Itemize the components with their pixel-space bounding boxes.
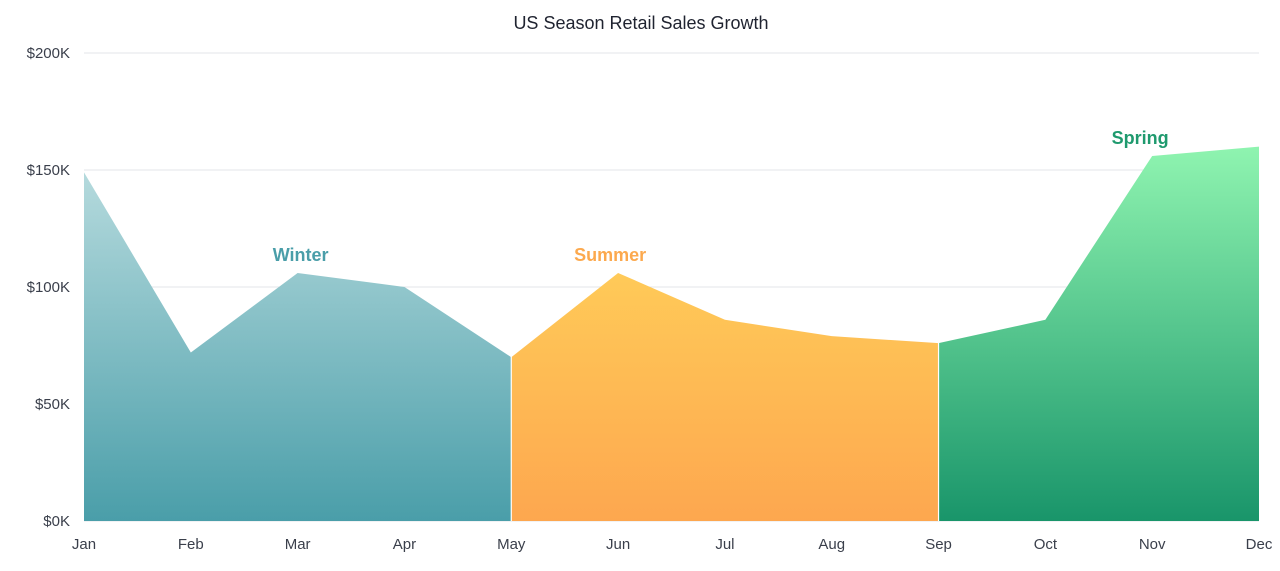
x-axis: Jan Feb Mar Apr May Jun Jul Aug Sep Oct Nov Dec [72, 536, 1273, 553]
x-tick-label: Oct [1034, 536, 1058, 553]
x-tick-label: Jun [606, 536, 630, 553]
area-spring [938, 146, 1259, 521]
area-summer [511, 272, 939, 521]
x-tick-label: Mar [285, 536, 311, 553]
y-tick-label: $150K [27, 162, 70, 179]
x-tick-label: Nov [1139, 536, 1166, 553]
x-tick-label: May [497, 536, 526, 553]
y-tick-label: $200K [27, 45, 70, 62]
series-label-summer: Summer [574, 245, 646, 265]
series-labels: Winter Summer Spring [273, 128, 1169, 265]
chart-title: US Season Retail Sales Growth [513, 13, 768, 33]
x-tick-label: Aug [818, 536, 845, 553]
series-label-spring: Spring [1112, 128, 1169, 148]
y-tick-label: $0K [43, 513, 70, 530]
x-tick-label: Jul [715, 536, 734, 553]
x-tick-label: Feb [178, 536, 204, 553]
y-axis: $0K $50K $100K $150K $200K [27, 45, 70, 530]
x-tick-label: Jan [72, 536, 96, 553]
area-series-layer [84, 146, 1259, 521]
x-tick-label: Dec [1246, 536, 1273, 553]
x-tick-label: Sep [925, 536, 952, 553]
series-label-winter: Winter [273, 245, 329, 265]
x-tick-label: Apr [393, 536, 416, 553]
y-tick-label: $50K [35, 396, 70, 413]
area-winter [84, 172, 512, 521]
y-tick-label: $100K [27, 279, 70, 296]
